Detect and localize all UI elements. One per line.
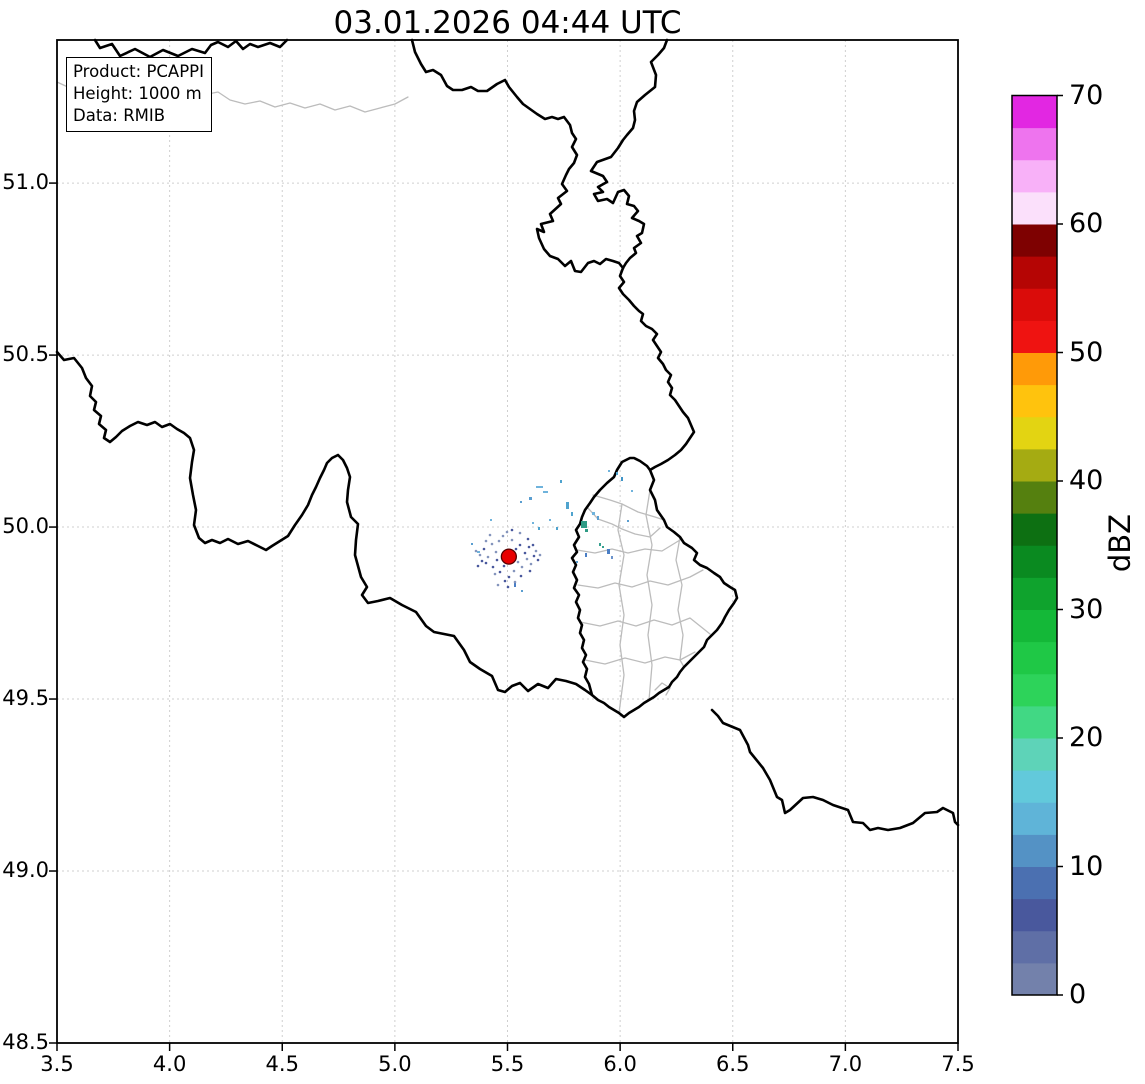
colorbar-tick-label: 10: [1069, 850, 1104, 882]
colorbar-tick-label: 50: [1069, 336, 1104, 368]
x-tick-label: 4.0: [152, 1052, 187, 1076]
y-tick-label: 49.5: [2, 686, 49, 711]
x-tick-label: 7.0: [828, 1052, 863, 1076]
colorbar: [1011, 94, 1063, 996]
x-tick-label: 4.5: [265, 1052, 299, 1076]
colorbar-tick-label: 60: [1069, 208, 1104, 239]
region-borders: [56, 81, 711, 714]
product-info-box: Product: PCAPPI Height: 1000 m Data: RMI…: [66, 57, 212, 132]
x-tick-label: 3.5: [40, 1052, 74, 1076]
data-source: Data: RMIB: [73, 105, 166, 125]
y-tick-label: 51.0: [2, 170, 49, 195]
product-height: Height: 1000 m: [73, 83, 202, 103]
x-tick-label: 5.0: [378, 1052, 412, 1076]
y-tick-label: 50.0: [2, 514, 49, 539]
x-tick-label: 5.5: [490, 1052, 525, 1076]
clutter-speckles: [474, 528, 542, 589]
radar-site-marker: [500, 548, 518, 565]
x-tick-label: 7.5: [941, 1052, 975, 1076]
country-borders: [55, 38, 960, 832]
colorbar-axis-label: dBZ: [1103, 514, 1137, 573]
y-tick-label: 48.5: [2, 1030, 49, 1054]
axis-tick-marks: [49, 182, 959, 1051]
x-tick-label: 6.0: [603, 1052, 637, 1076]
colorbar-tick-label: 20: [1069, 722, 1104, 753]
radar-echoes: [471, 470, 633, 592]
product-name: Product: PCAPPI: [73, 62, 204, 81]
y-tick-label: 49.0: [2, 858, 49, 883]
colorbar-tick-label: 30: [1069, 593, 1104, 625]
grid-lines: [56, 40, 959, 1044]
colorbar-tick-label: 0: [1069, 979, 1087, 1010]
colorbar-tick-label: 70: [1069, 79, 1104, 111]
x-tick-label: 6.5: [716, 1052, 750, 1076]
figure-title: 03.01.2026 04:44 UTC: [333, 5, 682, 41]
y-tick-label: 50.5: [2, 342, 49, 367]
colorbar-tick-label: 40: [1069, 465, 1104, 496]
